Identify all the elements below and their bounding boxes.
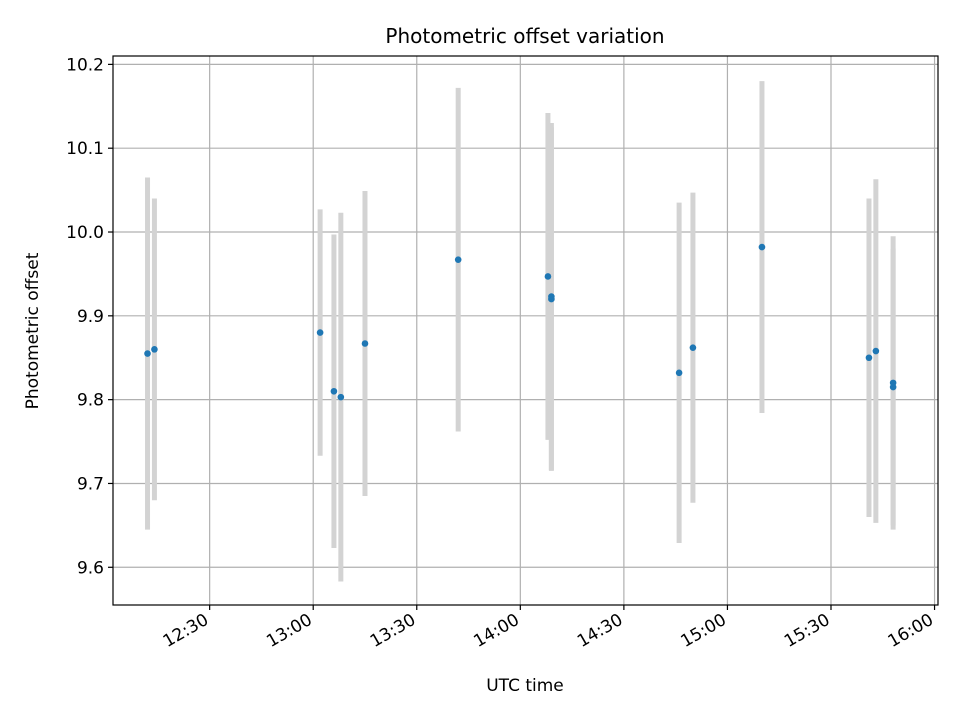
data-point <box>151 346 158 353</box>
data-point <box>689 344 697 351</box>
y-tick-label: 10.0 <box>66 223 104 243</box>
data-point <box>889 379 897 387</box>
data-point <box>361 340 369 347</box>
data-points <box>144 243 897 401</box>
y-tick-label: 10.1 <box>66 139 104 159</box>
data-point <box>675 369 683 377</box>
chart-title: Photometric offset variation <box>385 24 664 48</box>
x-axis-title: UTC time <box>486 676 564 696</box>
data-point <box>337 393 345 401</box>
y-tick-label: 9.8 <box>77 391 104 411</box>
y-tick-label: 9.6 <box>77 558 104 578</box>
y-axis-ticks: 9.6 9.7 9.8 9.9 10.0 10.1 10.2 <box>66 55 113 578</box>
y-axis-title: Photometric offset <box>23 252 43 409</box>
data-point <box>758 243 766 251</box>
data-point <box>330 387 338 395</box>
data-point <box>144 350 151 357</box>
data-point <box>865 354 873 362</box>
grid <box>113 56 938 605</box>
data-point <box>454 256 462 263</box>
data-point <box>872 347 880 355</box>
y-tick-label: 9.7 <box>77 474 104 494</box>
y-tick-label: 9.9 <box>77 307 104 327</box>
data-point <box>544 273 552 280</box>
data-point <box>316 329 324 336</box>
y-tick-label: 10.2 <box>66 55 104 75</box>
data-point <box>548 293 555 300</box>
plot-frame <box>112 55 939 606</box>
